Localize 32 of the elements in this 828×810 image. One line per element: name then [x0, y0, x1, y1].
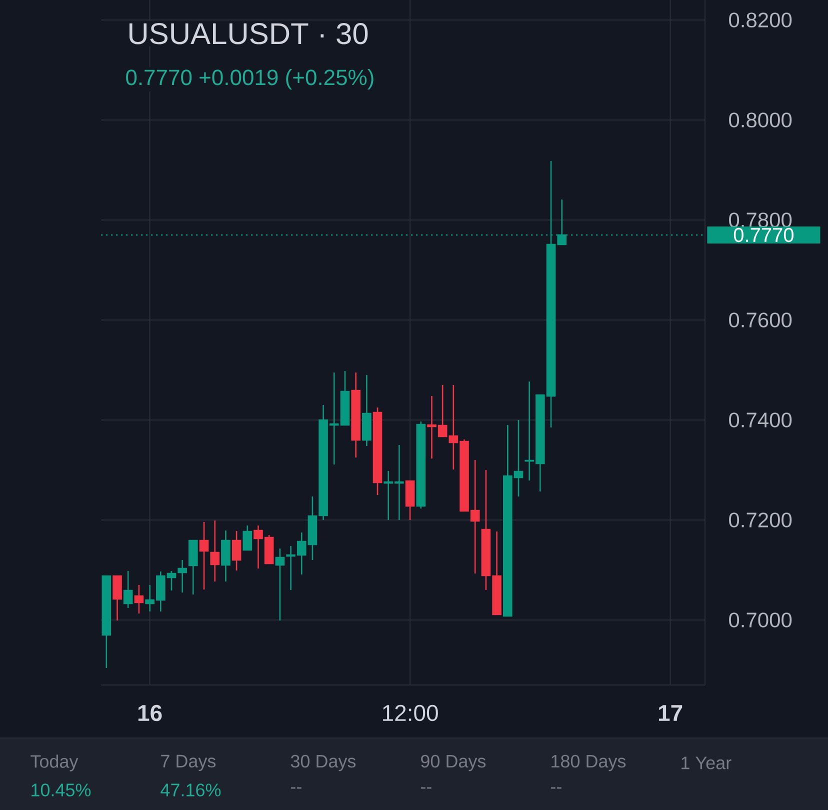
candlestick	[178, 559, 187, 594]
text: 180 Days	[552, 754, 626, 772]
text: Today	[30, 754, 78, 772]
text: USUALUSDT · 30	[130, 23, 368, 44]
candlestick	[210, 520, 220, 582]
x-tick-label: 12:00	[383, 704, 438, 722]
text: 0.7770 +0.0019 (+0.25%)	[126, 69, 374, 90]
candlestick	[188, 540, 198, 596]
text: 10.45%	[32, 784, 91, 796]
candlestick	[242, 524, 252, 551]
candlestick	[221, 530, 230, 582]
candlestick	[123, 570, 133, 609]
text: 30 Days	[290, 754, 356, 772]
y-tick-label: 0.7200	[729, 512, 792, 528]
text: 90 Days	[421, 754, 486, 772]
y-tick-label: 0.8000	[729, 112, 792, 128]
text: 47.16%	[160, 784, 221, 796]
text: --	[291, 787, 302, 789]
candlestick	[416, 420, 426, 510]
y-tick-label: 0.8200	[729, 12, 792, 28]
x-tick-label: 17	[658, 705, 682, 721]
y-tick-label: 0.7600	[729, 312, 792, 328]
candlestick	[362, 374, 372, 447]
x-tick-label: 16	[138, 704, 162, 722]
text: --	[551, 787, 562, 789]
text: --	[421, 787, 432, 789]
ref-line-label: 0.7770	[734, 228, 794, 242]
text: 7 Days	[161, 754, 216, 772]
y-tick-label: 0.7400	[729, 412, 792, 428]
y-tick-label: 0.7000	[729, 612, 792, 628]
text: 1 Year	[682, 756, 732, 770]
candlestick	[102, 575, 112, 669]
